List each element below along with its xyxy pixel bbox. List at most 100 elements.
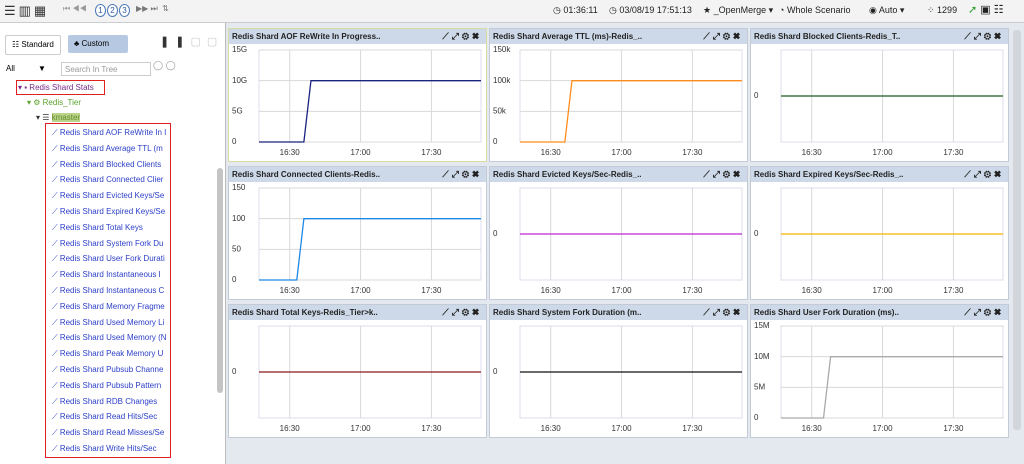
panel-icons[interactable]: ⟋⤢⚙✖ — [964, 31, 1004, 41]
x-tick-label: 16:30 — [541, 286, 562, 295]
filter[interactable]: All ▼ — [6, 64, 46, 73]
x-tick-label: 16:30 — [541, 148, 562, 157]
y-tick-label: 50k — [493, 106, 507, 115]
x-tick-label: 16:30 — [280, 148, 301, 157]
tree-item[interactable]: ⟋ Redis Shard AOF ReWrite In I — [52, 128, 167, 137]
chart-panel: Redis Shard System Fork Duration (m.. ⟋⤢⚙… — [489, 304, 748, 438]
x-tick-label: 17:00 — [873, 424, 894, 433]
panel-title: Redis Shard Expired Keys/Sec-Redis_.. — [754, 170, 904, 179]
view-icons[interactable]: ☰▥▦ — [4, 3, 50, 18]
panel-icons[interactable]: ⟋⤢⚙✖ — [442, 307, 482, 317]
count: ⁘ 1299 — [927, 5, 958, 15]
y-tick-label: 0 — [232, 275, 237, 284]
tree-item[interactable]: ⟋ Redis Shard Read Misses/Se — [52, 428, 165, 438]
x-tick-label: 16:30 — [280, 424, 301, 433]
panel-header: Redis Shard User Fork Duration (ms).. ⟋⤢⚙… — [751, 305, 1008, 320]
page-button[interactable]: 2 — [107, 4, 118, 17]
tree-item[interactable]: ⟋ Redis Shard Read Hits/Sec — [52, 412, 158, 422]
tree-item[interactable]: ⟋ Redis Shard Instantaneous I — [52, 270, 161, 280]
tree-item[interactable]: ⟋ Redis Shard Pubsub Pattern — [52, 380, 162, 390]
tree-group[interactable]: ▾ ▪ Redis Shard Stats — [18, 83, 94, 92]
panel-title: Redis Shard AOF ReWrite In Progress.. — [232, 32, 381, 41]
merge[interactable]: ★ _OpenMerge ▾ — [703, 5, 774, 15]
tab-text: Standard — [21, 40, 54, 49]
x-tick-label: 17:30 — [421, 148, 442, 157]
panel-icons[interactable]: ❚❚▢▢ — [160, 36, 224, 48]
tree-text: Redis Shard Average TTL (m — [59, 143, 163, 153]
panel-title: Redis Shard System Fork Duration (m.. — [493, 308, 642, 317]
refresh[interactable]: ◉ Auto ▾ — [869, 5, 905, 15]
y-tick-label: 0 — [754, 91, 759, 100]
tree-item[interactable]: ⟋ Redis Shard Pubsub Channe — [52, 365, 164, 374]
scenario[interactable]: ◔ Whole Scenario — [779, 5, 851, 15]
search-buttons[interactable]: ◯ ◯ — [153, 60, 176, 70]
chart-panel: Redis Shard User Fork Duration (ms).. ⟋⤢⚙… — [750, 304, 1009, 438]
tree-item[interactable]: ⟋ Redis Shard User Fork Durati — [52, 254, 165, 264]
y-tick-label: 0 — [493, 229, 498, 238]
tree-text: Redis Shard Expired Keys/Se — [59, 207, 166, 216]
tree-text: Redis Shard Stats — [29, 83, 94, 92]
tab-custom[interactable]: ♣ Custom — [68, 35, 128, 53]
panel-header: Redis Shard Average TTL (ms)-Redis_.. ⟋⤢⚙… — [490, 29, 747, 44]
search-box[interactable]: Search In Tree — [61, 62, 151, 76]
panel-icons[interactable]: ⟋⤢⚙✖ — [442, 169, 482, 179]
panel-header: Redis Shard Evicted Keys/Sec-Redis_.. ⟋⤢⚙… — [490, 167, 747, 182]
y-tick-label: 100 — [232, 214, 246, 223]
tree-item[interactable]: ⟋ Redis Shard Used Memory Li — [52, 317, 165, 327]
chart: 0 50k 100k 150k 16:30 17:00 17:30 — [493, 45, 743, 157]
panel-header: Redis Shard AOF ReWrite In Progress.. ⟋⤢⚙… — [229, 29, 486, 44]
plot-frame — [519, 49, 743, 143]
tree-text: Redis Shard Pubsub Pattern — [59, 380, 162, 390]
status-icons[interactable]: ➚ ▣ ☷ — [968, 4, 1004, 16]
filter-text: All — [6, 64, 15, 73]
tree-item[interactable]: ⟋ Redis Shard Expired Keys/Se — [52, 207, 166, 216]
tree-item[interactable]: ⟋ Redis Shard Peak Memory U — [52, 349, 164, 359]
tab-standard[interactable]: ☷ Standard — [5, 35, 61, 55]
series-line — [520, 80, 742, 143]
tree-item[interactable]: ⟋ Redis Shard Blocked Clients — [52, 159, 162, 169]
datetime-text: 03/08/19 17:51:13 — [619, 5, 692, 15]
panel-icons[interactable]: ⟋⤢⚙✖ — [703, 31, 743, 41]
panel-icons[interactable]: ⟋⤢⚙✖ — [964, 307, 1004, 317]
panel-header: Redis Shard System Fork Duration (m.. ⟋⤢⚙… — [490, 305, 747, 320]
y-tick-label: 5G — [232, 106, 243, 115]
tree-item[interactable]: ⟋ Redis Shard Total Keys — [52, 222, 143, 232]
tree-item[interactable]: ⟋ Redis Shard Instantaneous C — [52, 286, 165, 295]
tree-item[interactable]: ⟋ Redis Shard System Fork Du — [52, 238, 164, 248]
panel-icons[interactable]: ⟋⤢⚙✖ — [703, 307, 743, 317]
panel-icons[interactable]: ⟋⤢⚙✖ — [442, 31, 482, 41]
tree-item[interactable]: ⟋ Redis Shard Memory Fragme — [52, 301, 165, 311]
tree-text: Redis Shard Instantaneous C — [59, 286, 165, 295]
tree-host[interactable]: ▾ ☰ kmaster — [36, 113, 81, 122]
tree-text: Redis Shard Used Memory Li — [59, 317, 165, 327]
tree-item[interactable]: ⟋ Redis Shard RDB Changes — [52, 396, 158, 406]
chart: 0 16:30 17:00 17:30 — [232, 325, 482, 433]
count-text: 1299 — [937, 5, 958, 15]
y-tick-label: 150 — [232, 183, 246, 192]
nav-last[interactable]: ▶▶ ⏭ ⇅ — [136, 4, 169, 13]
x-tick-label: 16:30 — [802, 286, 823, 295]
y-tick-label: 150k — [493, 45, 511, 54]
tree-tier[interactable]: ▾ ⚙ Redis_Tier — [27, 98, 82, 107]
x-tick-label: 17:30 — [421, 424, 442, 433]
scenario-text: Whole Scenario — [786, 5, 851, 15]
y-tick-label: 0 — [232, 367, 237, 376]
x-tick-label: 17:30 — [943, 424, 964, 433]
nav-first[interactable]: ⏮ ◀◀ — [63, 4, 87, 13]
x-tick-label: 17:00 — [612, 148, 633, 157]
panel-icons[interactable]: ⟋⤢⚙✖ — [703, 169, 743, 179]
tree-item[interactable]: ⟋ Redis Shard Used Memory (N — [52, 333, 167, 343]
y-tick-label: 10M — [754, 352, 770, 361]
tree-item[interactable]: ⟋ Redis Shard Evicted Keys/Se — [52, 191, 165, 201]
y-tick-label: 5M — [754, 382, 765, 391]
x-tick-label: 17:00 — [351, 286, 372, 295]
tree-item[interactable]: ⟋ Redis Shard Connected Clier — [52, 175, 164, 185]
tree-item[interactable]: ⟋ Redis Shard Write Hits/Sec — [52, 444, 157, 453]
tab-text: Custom — [81, 39, 110, 48]
tree-item[interactable]: ⟋ Redis Shard Average TTL (m — [52, 143, 163, 153]
y-tick-label: 0 — [493, 367, 498, 376]
page-button[interactable]: 1 — [95, 4, 106, 17]
panel-icons[interactable]: ⟋⤢⚙✖ — [964, 169, 1004, 179]
page-button[interactable]: 3 — [119, 4, 130, 17]
